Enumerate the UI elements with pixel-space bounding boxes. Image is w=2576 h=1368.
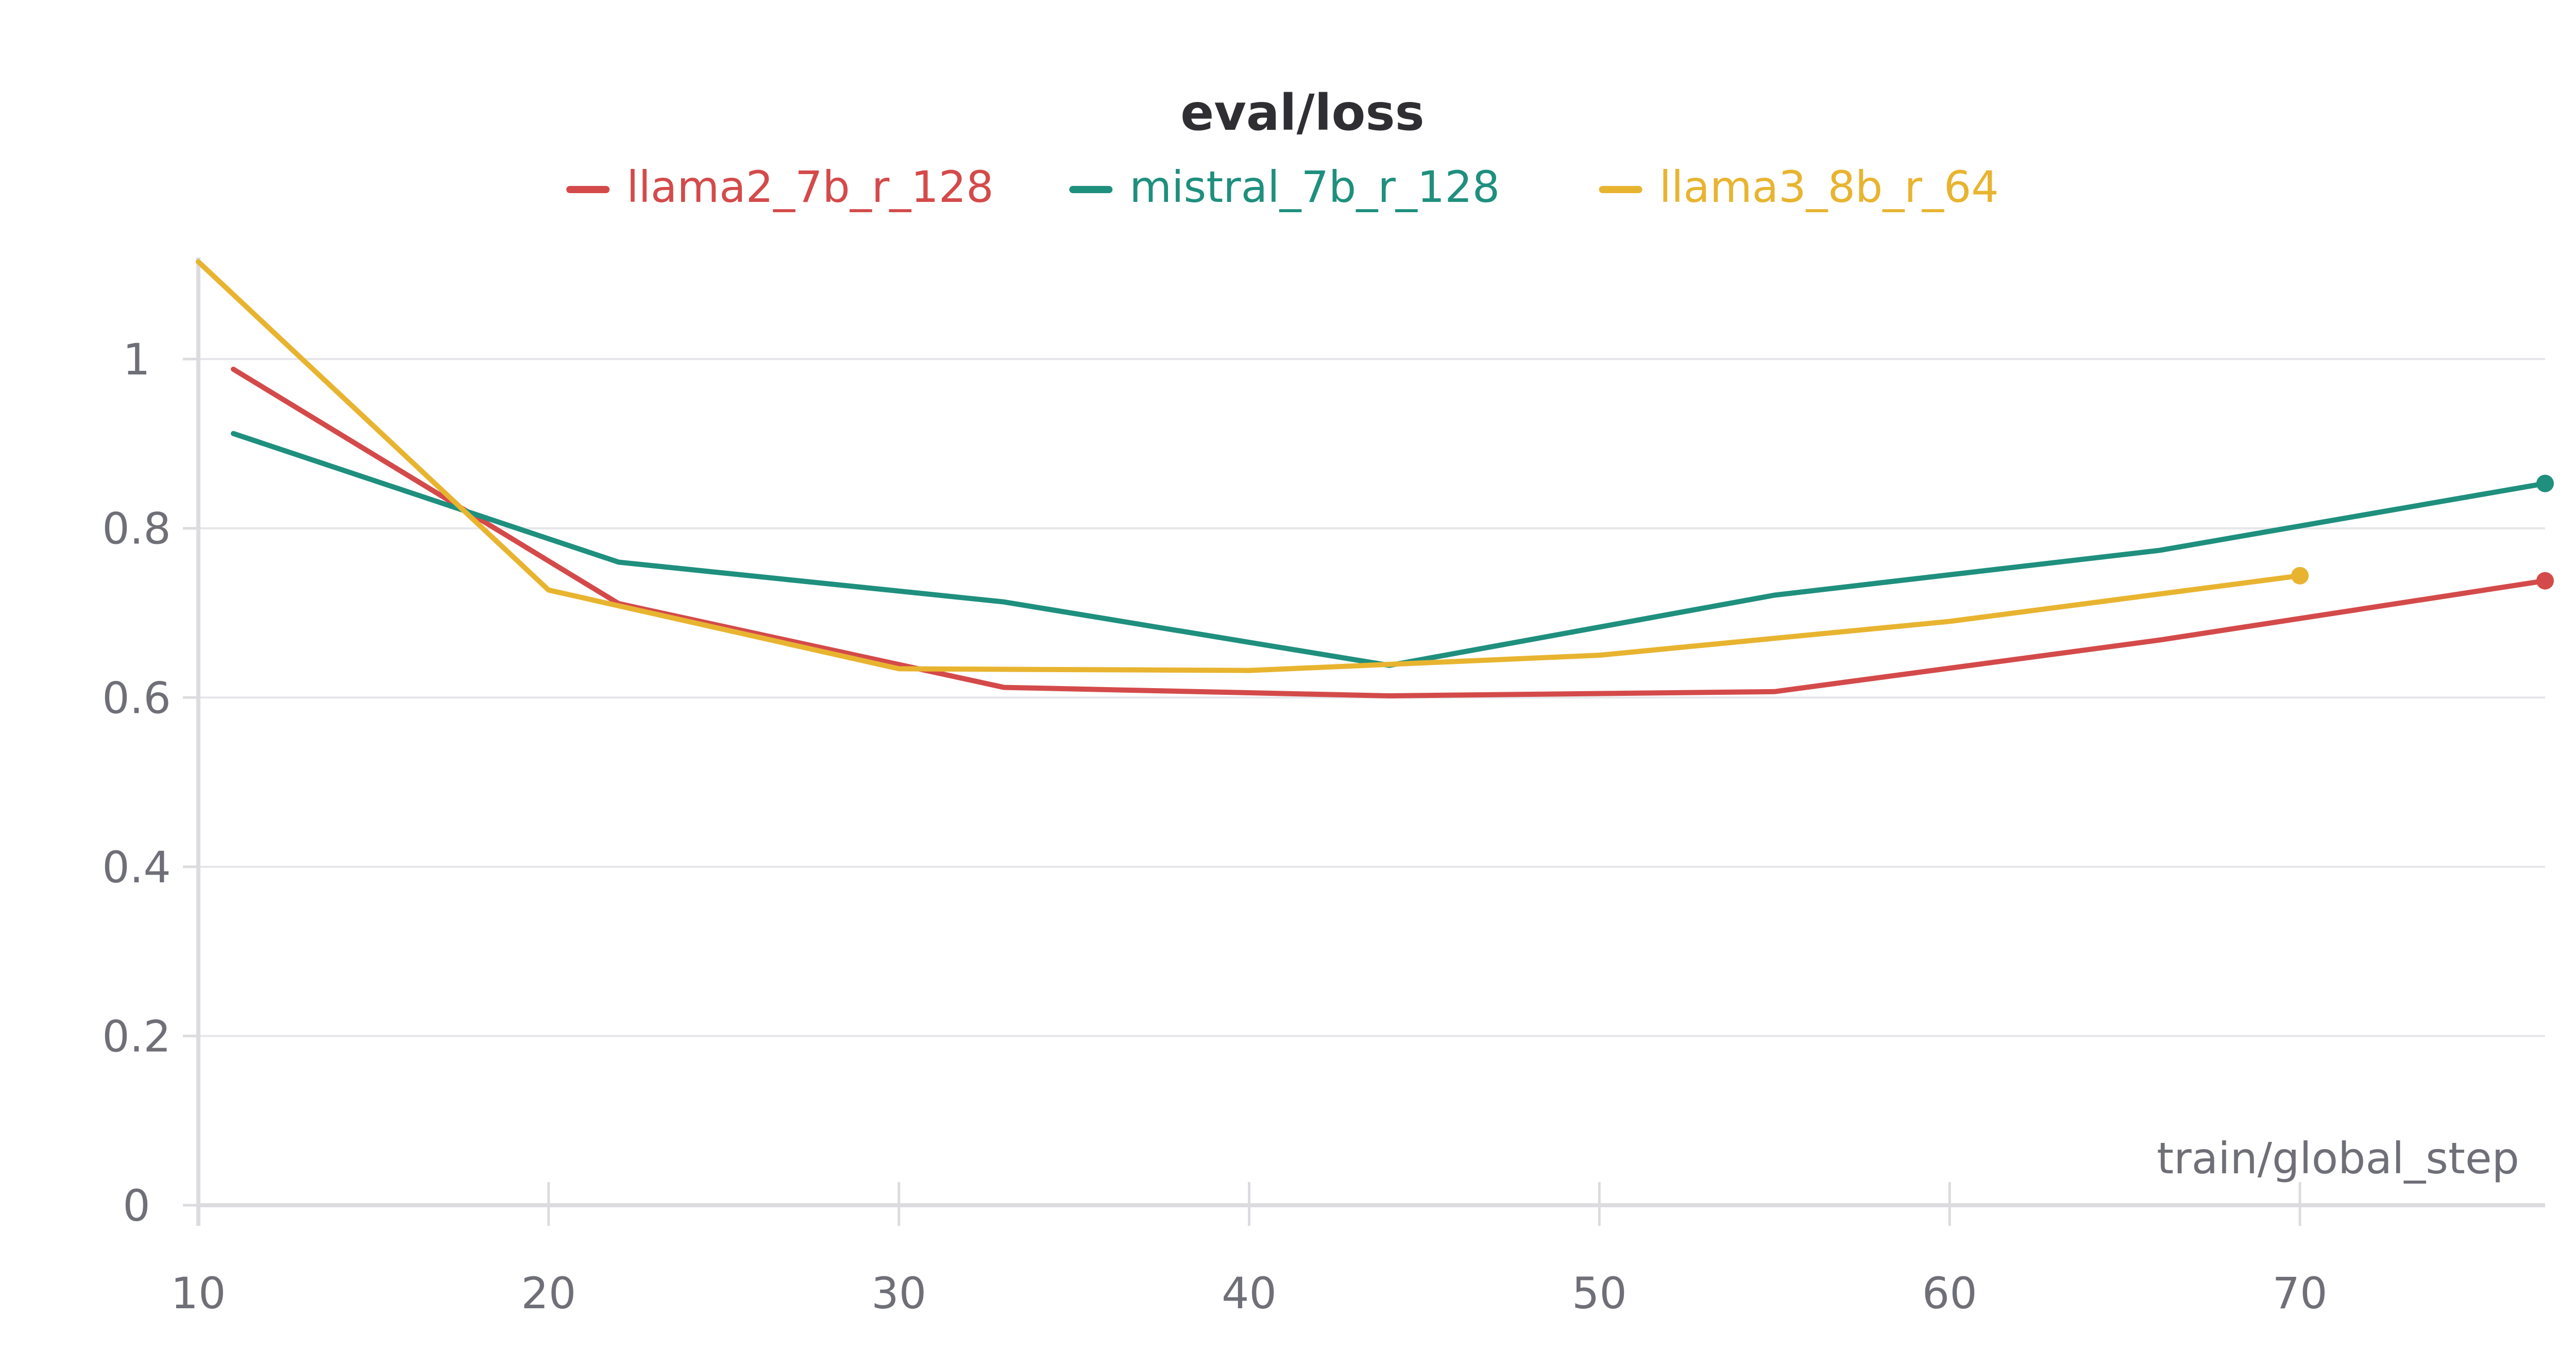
legend-item-llama2_7b_r_128: llama2_7b_r_128 bbox=[626, 162, 994, 212]
legend: llama2_7b_r_128 mistral_7b_r_128 llama3_8b… bbox=[566, 162, 1999, 212]
y-tick-label: 0 bbox=[123, 1181, 150, 1231]
plot-area bbox=[196, 259, 2554, 698]
x-tick-label: 30 bbox=[871, 1268, 926, 1319]
series-end-point-llama3_8b_r_64 bbox=[2291, 567, 2309, 585]
x-tick-label: 60 bbox=[1922, 1268, 1977, 1319]
y-tick-label: 0.4 bbox=[102, 842, 171, 893]
x-axis-title: train/global_step bbox=[2157, 1133, 2519, 1184]
legend-item-llama3_8b_r_64: llama3_8b_r_64 bbox=[1659, 162, 1999, 212]
x-tick-label: 10 bbox=[171, 1268, 226, 1319]
y-tick-label: 0.6 bbox=[102, 673, 171, 723]
series-end-point-mistral_7b_r_128 bbox=[2536, 474, 2554, 492]
y-tick-label: 0.8 bbox=[102, 504, 171, 554]
series-line-mistral_7b_r_128 bbox=[230, 431, 2548, 668]
y-tick-label: 0.2 bbox=[102, 1011, 171, 1062]
x-tick-label: 70 bbox=[2273, 1268, 2328, 1319]
y-tick-label: 1 bbox=[123, 334, 150, 385]
series-line-llama2_7b_r_128 bbox=[230, 366, 2548, 698]
legend-item-mistral_7b_r_128: mistral_7b_r_128 bbox=[1129, 162, 1500, 212]
x-tick-label: 50 bbox=[1572, 1268, 1627, 1319]
x-tick-label: 20 bbox=[521, 1268, 576, 1319]
axes: 0 0.2 0.4 0.6 0.8 1 10 20 30 40 50 60 70 bbox=[102, 258, 2545, 1319]
chart-title: eval/loss bbox=[1180, 84, 1425, 142]
series-line-llama3_8b_r_64 bbox=[196, 259, 2303, 673]
series-end-point-llama2_7b_r_128 bbox=[2536, 572, 2554, 590]
x-tick-label: 40 bbox=[1222, 1268, 1277, 1319]
